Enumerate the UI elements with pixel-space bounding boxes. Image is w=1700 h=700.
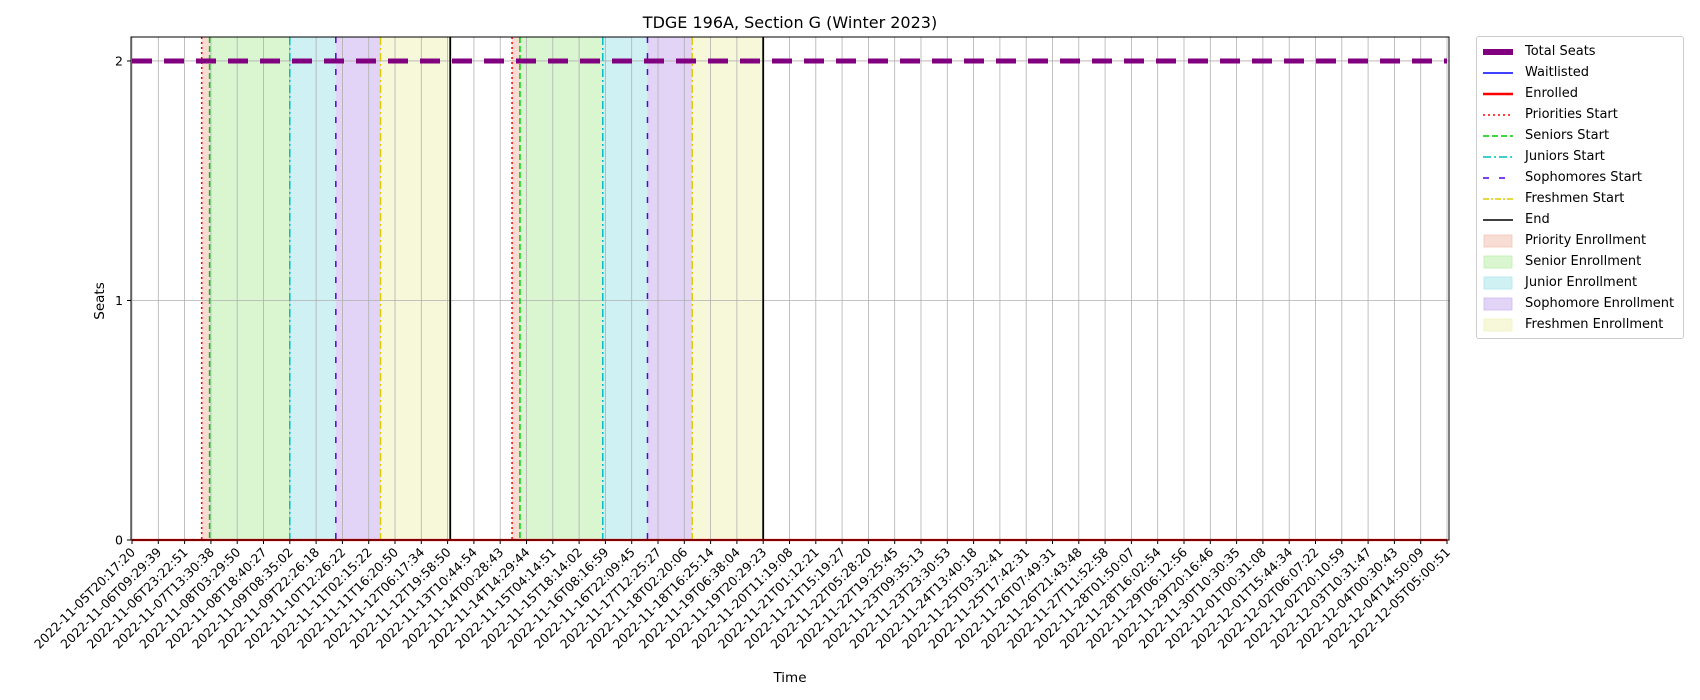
legend-item-juniors-start: Juniors Start (1483, 146, 1677, 167)
legend-swatch (1483, 176, 1513, 179)
legend-item-seniors-start: Seniors Start (1483, 125, 1677, 146)
junior-enrollment-region (289, 37, 336, 540)
legend-swatch (1483, 155, 1513, 158)
legend-patch (1483, 297, 1513, 310)
legend-swatch (1483, 113, 1513, 116)
legend-swatch (1483, 318, 1513, 331)
y-tick-label: 2 (115, 53, 123, 68)
y-tick-label: 0 (115, 533, 123, 548)
priority-enrollment-region (512, 37, 520, 540)
legend-item-freshmen-start: Freshmen Start (1483, 188, 1677, 209)
y-axis-ticks: 0 1 2 (115, 53, 131, 548)
legend-label: End (1525, 212, 1550, 227)
legend-swatch (1483, 71, 1513, 74)
y-tick-label: 1 (115, 293, 123, 308)
legend-swatch (1483, 255, 1513, 268)
x-axis-ticks: 2022-11-05T20:17:202022-11-06T09:29:3920… (31, 540, 1453, 652)
legend-label: Priority Enrollment (1525, 233, 1647, 248)
legend-label: Junior Enrollment (1525, 275, 1638, 290)
legend-item-enrolled: Enrolled (1483, 83, 1677, 104)
legend-swatch (1483, 276, 1513, 289)
legend-swatch (1483, 134, 1513, 137)
legend-label: Sophomore Enrollment (1525, 296, 1675, 311)
phase-start-lines (200, 37, 765, 540)
legend-patch (1483, 234, 1513, 247)
legend-item-total-seats: Total Seats (1483, 41, 1677, 62)
legend-item-priority-enrollment: Priority Enrollment (1483, 230, 1677, 251)
grid-lines (131, 37, 1449, 541)
freshmen-enrollment-region (692, 37, 764, 540)
junior-enrollment-region (602, 37, 648, 540)
legend-swatch (1483, 218, 1513, 221)
legend-swatch (1483, 234, 1513, 247)
legend-item-sophomores-start: Sophomores Start (1483, 167, 1677, 188)
legend-label: Juniors Start (1525, 149, 1605, 164)
senior-enrollment-region (519, 37, 603, 540)
chart-legend: Total Seats Waitlisted Enrolled Priorities … (1476, 36, 1684, 339)
legend-item-priorities-start: Priorities Start (1483, 104, 1677, 125)
legend-swatch (1483, 92, 1513, 95)
x-axis-label: Time (772, 670, 806, 686)
legend-label: Sophomores Start (1525, 170, 1642, 185)
legend-item-sophomore-enrollment: Sophomore Enrollment (1483, 293, 1677, 314)
legend-item-junior-enrollment: Junior Enrollment (1483, 272, 1677, 293)
legend-swatch (1483, 48, 1513, 55)
legend-swatch (1483, 197, 1513, 200)
legend-label: Enrolled (1525, 86, 1578, 101)
legend-item-senior-enrollment: Senior Enrollment (1483, 251, 1677, 272)
legend-label: Seniors Start (1525, 128, 1610, 143)
legend-patch (1483, 318, 1513, 331)
freshmen-enrollment-region (380, 37, 451, 540)
legend-patch (1483, 255, 1513, 268)
legend-label: Priorities Start (1525, 107, 1618, 122)
legend-item-freshmen-enrollment: Freshmen Enrollment (1483, 314, 1677, 335)
legend-label: Total Seats (1525, 44, 1596, 59)
legend-swatch (1483, 297, 1513, 310)
chart-title: TDGE 196A, Section G (Winter 2023) (642, 13, 937, 32)
legend-item-end: End (1483, 209, 1677, 230)
enrollment-regions (201, 37, 764, 540)
priority-enrollment-region (201, 37, 210, 540)
legend-label: Freshmen Start (1525, 191, 1625, 206)
legend-patch (1483, 276, 1513, 289)
legend-label: Waitlisted (1525, 65, 1590, 80)
legend-item-waitlisted: Waitlisted (1483, 62, 1677, 83)
sophomore-enrollment-region (335, 37, 381, 540)
y-axis-label: Seats (92, 282, 108, 319)
sophomore-enrollment-region (647, 37, 693, 540)
senior-enrollment-region (209, 37, 290, 540)
legend-label: Freshmen Enrollment (1525, 317, 1664, 332)
legend-label: Senior Enrollment (1525, 254, 1642, 269)
